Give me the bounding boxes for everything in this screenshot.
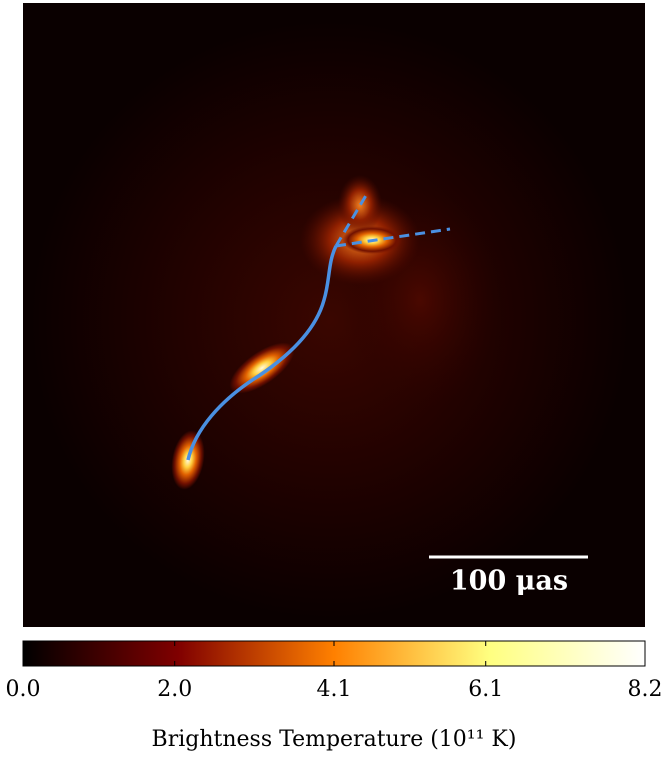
- colorbar-tick-label: 8.2: [628, 677, 663, 702]
- colorbar-label: Brightness Temperature (10¹¹ K): [152, 727, 517, 752]
- colorbar-tick-label: 4.1: [317, 677, 352, 702]
- colorbar-tick-label: 2.0: [157, 677, 192, 702]
- image: 100 μas: [23, 3, 645, 627]
- scale-bar-label: 100 μas: [450, 566, 568, 597]
- jet-branch: [334, 191, 451, 248]
- jet-ridge: [186, 245, 338, 461]
- colorbar-tick-label: 6.1: [468, 677, 503, 702]
- colorbar-tick-label: 0.0: [6, 677, 41, 702]
